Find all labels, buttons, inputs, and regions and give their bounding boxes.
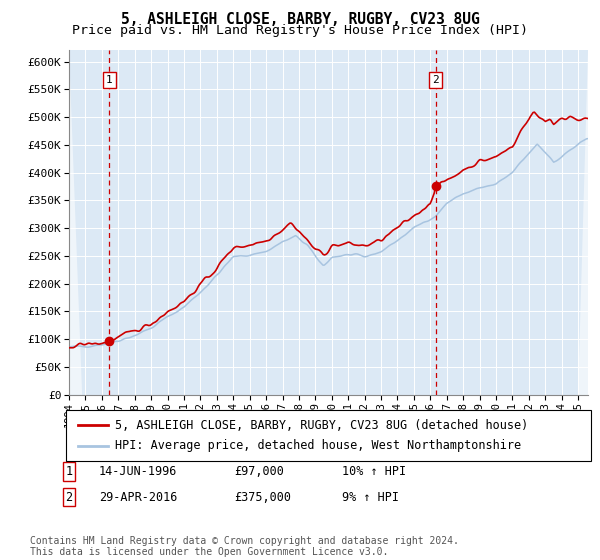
Text: 1: 1 <box>106 75 113 85</box>
Text: Contains HM Land Registry data © Crown copyright and database right 2024.
This d: Contains HM Land Registry data © Crown c… <box>30 535 459 557</box>
Text: Price paid vs. HM Land Registry's House Price Index (HPI): Price paid vs. HM Land Registry's House … <box>72 24 528 37</box>
Text: £375,000: £375,000 <box>234 491 291 504</box>
Text: HPI: Average price, detached house, West Northamptonshire: HPI: Average price, detached house, West… <box>115 440 521 452</box>
Text: £97,000: £97,000 <box>234 465 284 478</box>
Text: 10% ↑ HPI: 10% ↑ HPI <box>342 465 406 478</box>
Text: 2: 2 <box>65 491 73 504</box>
Text: 5, ASHLEIGH CLOSE, BARBY, RUGBY, CV23 8UG: 5, ASHLEIGH CLOSE, BARBY, RUGBY, CV23 8U… <box>121 12 479 27</box>
Text: 14-JUN-1996: 14-JUN-1996 <box>99 465 178 478</box>
Text: 2: 2 <box>433 75 439 85</box>
Text: 29-APR-2016: 29-APR-2016 <box>99 491 178 504</box>
Polygon shape <box>69 50 82 395</box>
Text: 1: 1 <box>65 465 73 478</box>
Polygon shape <box>578 50 588 395</box>
Text: 9% ↑ HPI: 9% ↑ HPI <box>342 491 399 504</box>
Text: 5, ASHLEIGH CLOSE, BARBY, RUGBY, CV23 8UG (detached house): 5, ASHLEIGH CLOSE, BARBY, RUGBY, CV23 8U… <box>115 419 529 432</box>
